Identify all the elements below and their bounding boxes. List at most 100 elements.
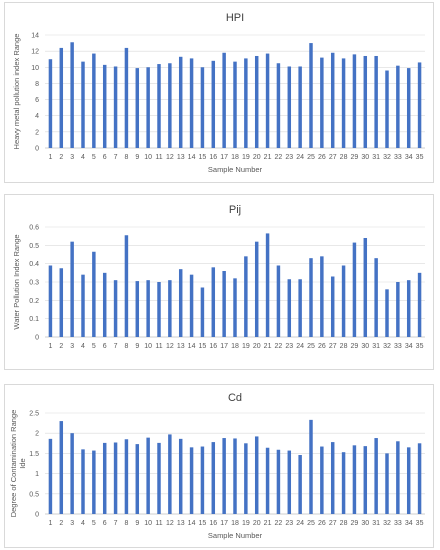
pij-bar: [189, 274, 194, 337]
pij-bar: [352, 242, 357, 337]
hpi-bar: [276, 63, 281, 148]
cd-bar: [200, 446, 205, 514]
cd-bar: [157, 442, 161, 514]
pij-x-tick-label: 1: [48, 343, 52, 350]
cd-y-axis-label: Ide: [18, 458, 27, 468]
hpi-bar: [113, 66, 118, 148]
hpi-x-tick-label: 3: [70, 154, 74, 161]
cd-bar: [320, 446, 324, 514]
pij-x-tick-label: 27: [329, 343, 337, 350]
hpi-x-tick-label: 21: [264, 154, 272, 161]
hpi-bar: [135, 68, 140, 148]
hpi-x-tick-label: 8: [124, 154, 128, 161]
hpi-bar: [287, 66, 292, 148]
cd-y-tick-label: 0.5: [29, 491, 39, 498]
cd-bar: [341, 452, 346, 514]
pij-bar: [330, 276, 335, 337]
cd-bar: [417, 443, 422, 514]
cd-y-tick-label: 2.5: [29, 411, 39, 418]
pij-x-tick-label: 24: [296, 343, 304, 350]
cd-bar: [59, 421, 64, 514]
pij-x-tick-label: 33: [394, 343, 402, 350]
cd-bar: [385, 453, 389, 514]
hpi-bar: [396, 65, 400, 148]
cd-x-tick-label: 21: [264, 520, 272, 527]
cd-x-tick-label: 7: [114, 520, 118, 527]
pij-x-tick-label: 2: [59, 343, 63, 350]
pij-bar: [396, 282, 400, 337]
hpi-bar: [254, 55, 259, 148]
cd-x-tick-label: 11: [155, 520, 162, 527]
cd-x-tick-label: 18: [231, 520, 239, 527]
hpi-y-axis-label: Heavy metal pollution index Range: [12, 34, 21, 150]
pij-y-tick-label: 0.4: [29, 261, 39, 268]
cd-x-tick-label: 3: [70, 520, 74, 527]
hpi-bar: [309, 43, 313, 149]
hpi-y-tick-label: 10: [31, 65, 39, 72]
cd-bar: [309, 419, 313, 514]
hpi-x-tick-label: 15: [199, 154, 207, 161]
hpi-x-tick-label: 6: [103, 154, 107, 161]
cd-bar: [233, 438, 237, 514]
hpi-x-tick-label: 26: [318, 154, 326, 161]
hpi-y-tick-label: 2: [35, 129, 39, 136]
pij-bar: [102, 272, 107, 337]
hpi-x-tick-label: 31: [372, 154, 380, 161]
hpi-x-tick-label: 17: [220, 154, 228, 161]
hpi-bar: [320, 57, 324, 148]
cd-bar: [211, 442, 216, 514]
pij-bar: [298, 279, 302, 337]
cd-x-tick-label: 19: [242, 520, 250, 527]
hpi-x-tick-label: 16: [209, 154, 217, 161]
cd-x-axis-label: Sample Number: [208, 531, 263, 540]
pij-y-tick-label: 0.5: [29, 243, 39, 250]
hpi-x-tick-label: 29: [351, 154, 359, 161]
cd-bar: [406, 447, 411, 514]
cd-x-tick-label: 22: [275, 520, 283, 527]
cd-x-tick-label: 26: [318, 520, 326, 527]
hpi-bar: [92, 53, 96, 148]
cd-x-tick-label: 24: [296, 520, 304, 527]
hpi-bar: [59, 47, 64, 148]
cd-x-tick-label: 6: [103, 520, 107, 527]
pij-y-tick-label: 0: [35, 335, 39, 342]
hpi-x-tick-label: 35: [416, 154, 424, 161]
cd-bar: [276, 449, 281, 514]
pij-x-tick-label: 4: [81, 343, 85, 350]
pij-x-tick-label: 35: [416, 343, 424, 350]
pij-bar: [157, 282, 161, 337]
pij-x-tick-label: 29: [351, 343, 359, 350]
pij-x-tick-label: 8: [124, 343, 128, 350]
pij-bar: [406, 280, 411, 337]
hpi-x-tick-label: 13: [177, 154, 185, 161]
hpi-bar: [168, 63, 172, 148]
cd-x-tick-label: 4: [81, 520, 85, 527]
cd-bar: [352, 445, 357, 514]
cd-bar: [102, 442, 107, 514]
hpi-x-tick-label: 32: [383, 154, 391, 161]
cd-x-tick-label: 30: [361, 520, 369, 527]
cd-bar: [222, 438, 226, 514]
hpi-x-tick-label: 28: [340, 154, 348, 161]
cd-bar: [70, 433, 74, 514]
hpi-bar: [189, 58, 194, 148]
pij-bar: [320, 256, 324, 337]
cd-bar: [124, 439, 129, 514]
cd-x-tick-label: 29: [351, 520, 359, 527]
cd-x-tick-label: 5: [92, 520, 96, 527]
cd-x-tick-label: 31: [372, 520, 380, 527]
pij-y-tick-label: 0.3: [29, 280, 39, 287]
cd-bar: [113, 442, 118, 514]
pij-bar: [276, 265, 281, 337]
pij-x-tick-label: 28: [340, 343, 348, 350]
pij-bar: [135, 281, 140, 337]
cd-bar: [374, 438, 378, 514]
pij-x-tick-label: 17: [220, 343, 228, 350]
pij-x-tick-label: 18: [231, 343, 239, 350]
cd-bar: [287, 450, 292, 514]
hpi-y-tick-label: 6: [35, 97, 39, 104]
cd-y-axis-label: Degree of Contamination Range: [9, 410, 18, 518]
cd-x-tick-label: 13: [177, 520, 185, 527]
hpi-x-tick-label: 20: [253, 154, 261, 161]
